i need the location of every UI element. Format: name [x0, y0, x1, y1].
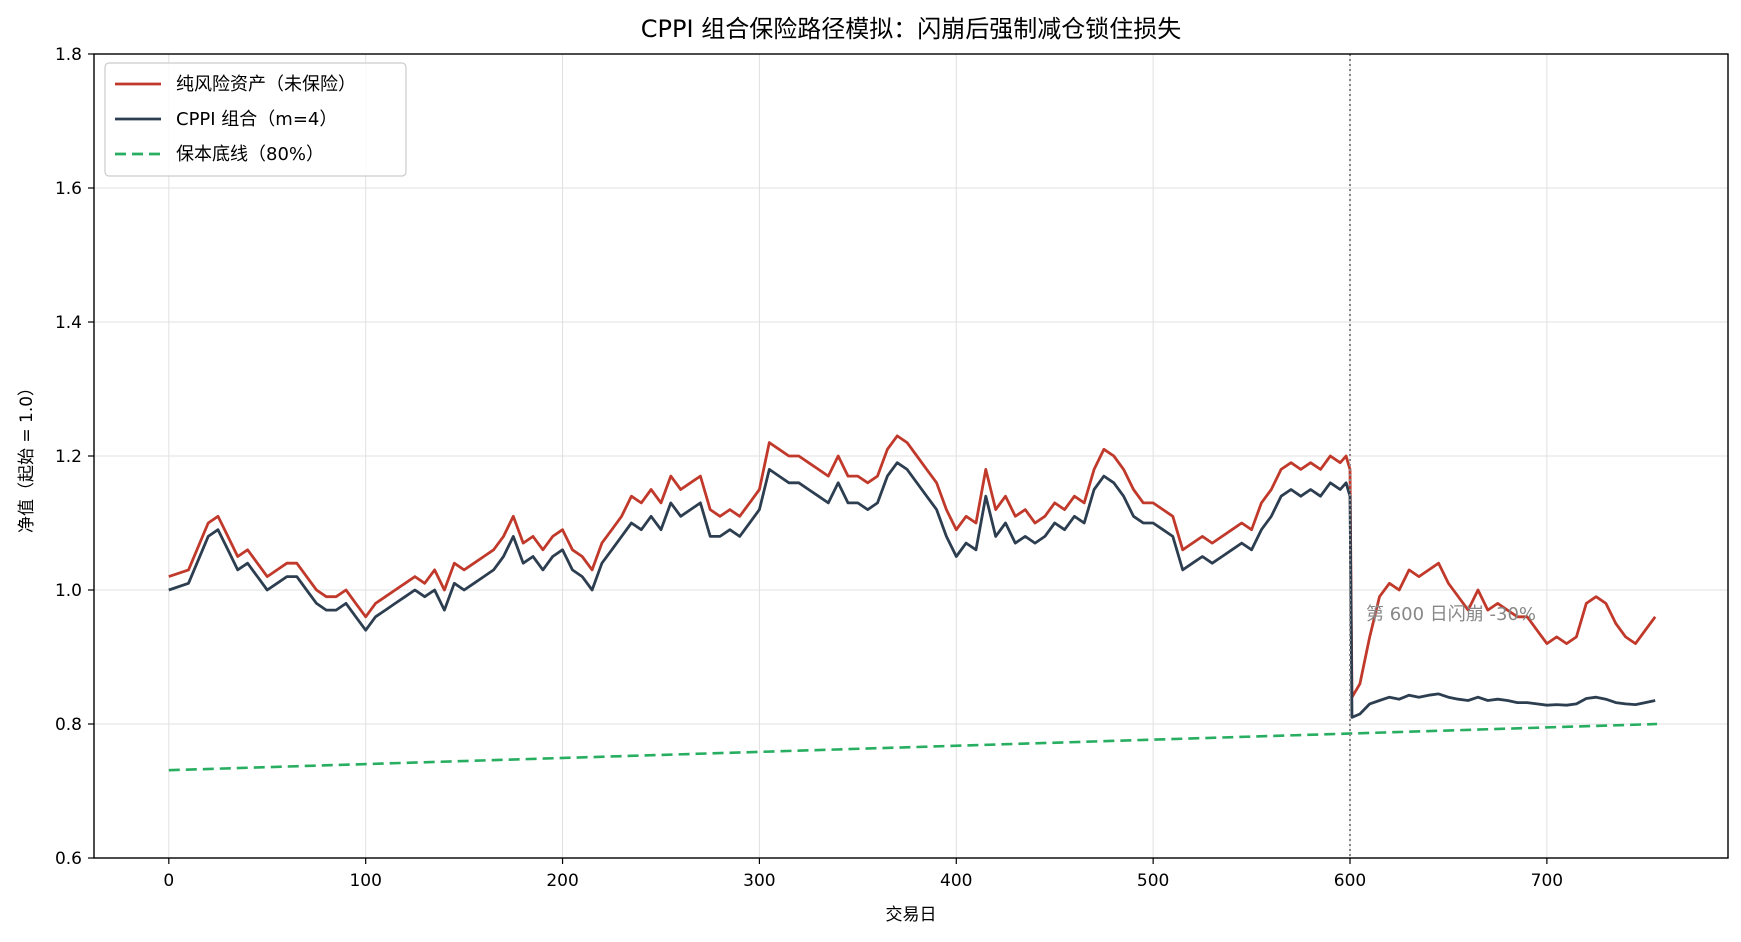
grid-lines: [94, 53, 1728, 859]
x-tick-label: 500: [1137, 871, 1169, 891]
x-tick-label: 300: [743, 871, 775, 891]
y-tick-label: 0.6: [55, 849, 82, 869]
y-tick-label: 1.6: [55, 179, 82, 199]
chart-title: CPPI 组合保险路径模拟：闪崩后强制减仓锁住损失: [641, 15, 1181, 43]
x-tick-label: 400: [940, 871, 972, 891]
x-tick-label: 100: [349, 871, 381, 891]
legend-label: 保本底线（80%）: [176, 144, 324, 165]
x-tick-label: 700: [1531, 871, 1563, 891]
y-axis-label: 净值（起始 = 1.0）: [17, 379, 37, 533]
legend-label: 纯风险资产（未保险）: [176, 74, 356, 95]
unprotected-asset-line: [168, 434, 1657, 699]
y-tick-label: 1.8: [55, 45, 82, 65]
legend-box: [104, 62, 407, 177]
x-tick-label: 200: [546, 871, 578, 891]
x-tick-label: 0: [163, 871, 174, 891]
y-axis-ticks: 0.6 0.8 1.0 1.2 1.4 1.6 1.8: [55, 45, 94, 869]
x-axis-label: 交易日: [886, 905, 937, 925]
x-tick-label: 600: [1334, 871, 1366, 891]
floor-line: [168, 722, 1658, 772]
y-tick-label: 1.0: [55, 581, 82, 601]
legend: 纯风险资产（未保险） CPPI 组合（m=4） 保本底线（80%）: [104, 62, 407, 177]
legend-label: CPPI 组合（m=4）: [176, 109, 337, 130]
y-tick-label: 0.8: [55, 715, 82, 735]
cppi-portfolio-line: [168, 461, 1656, 719]
series-layer: [168, 434, 1658, 772]
crash-annotation: 第 600 日闪崩 -30%: [1366, 604, 1536, 625]
y-tick-label: 1.2: [55, 447, 82, 467]
annotation-layer: 第 600 日闪崩 -30%: [1349, 54, 1536, 858]
x-axis-ticks: 0 100 200 300 400 500 600 700: [163, 858, 1563, 891]
y-tick-label: 1.4: [55, 313, 82, 333]
